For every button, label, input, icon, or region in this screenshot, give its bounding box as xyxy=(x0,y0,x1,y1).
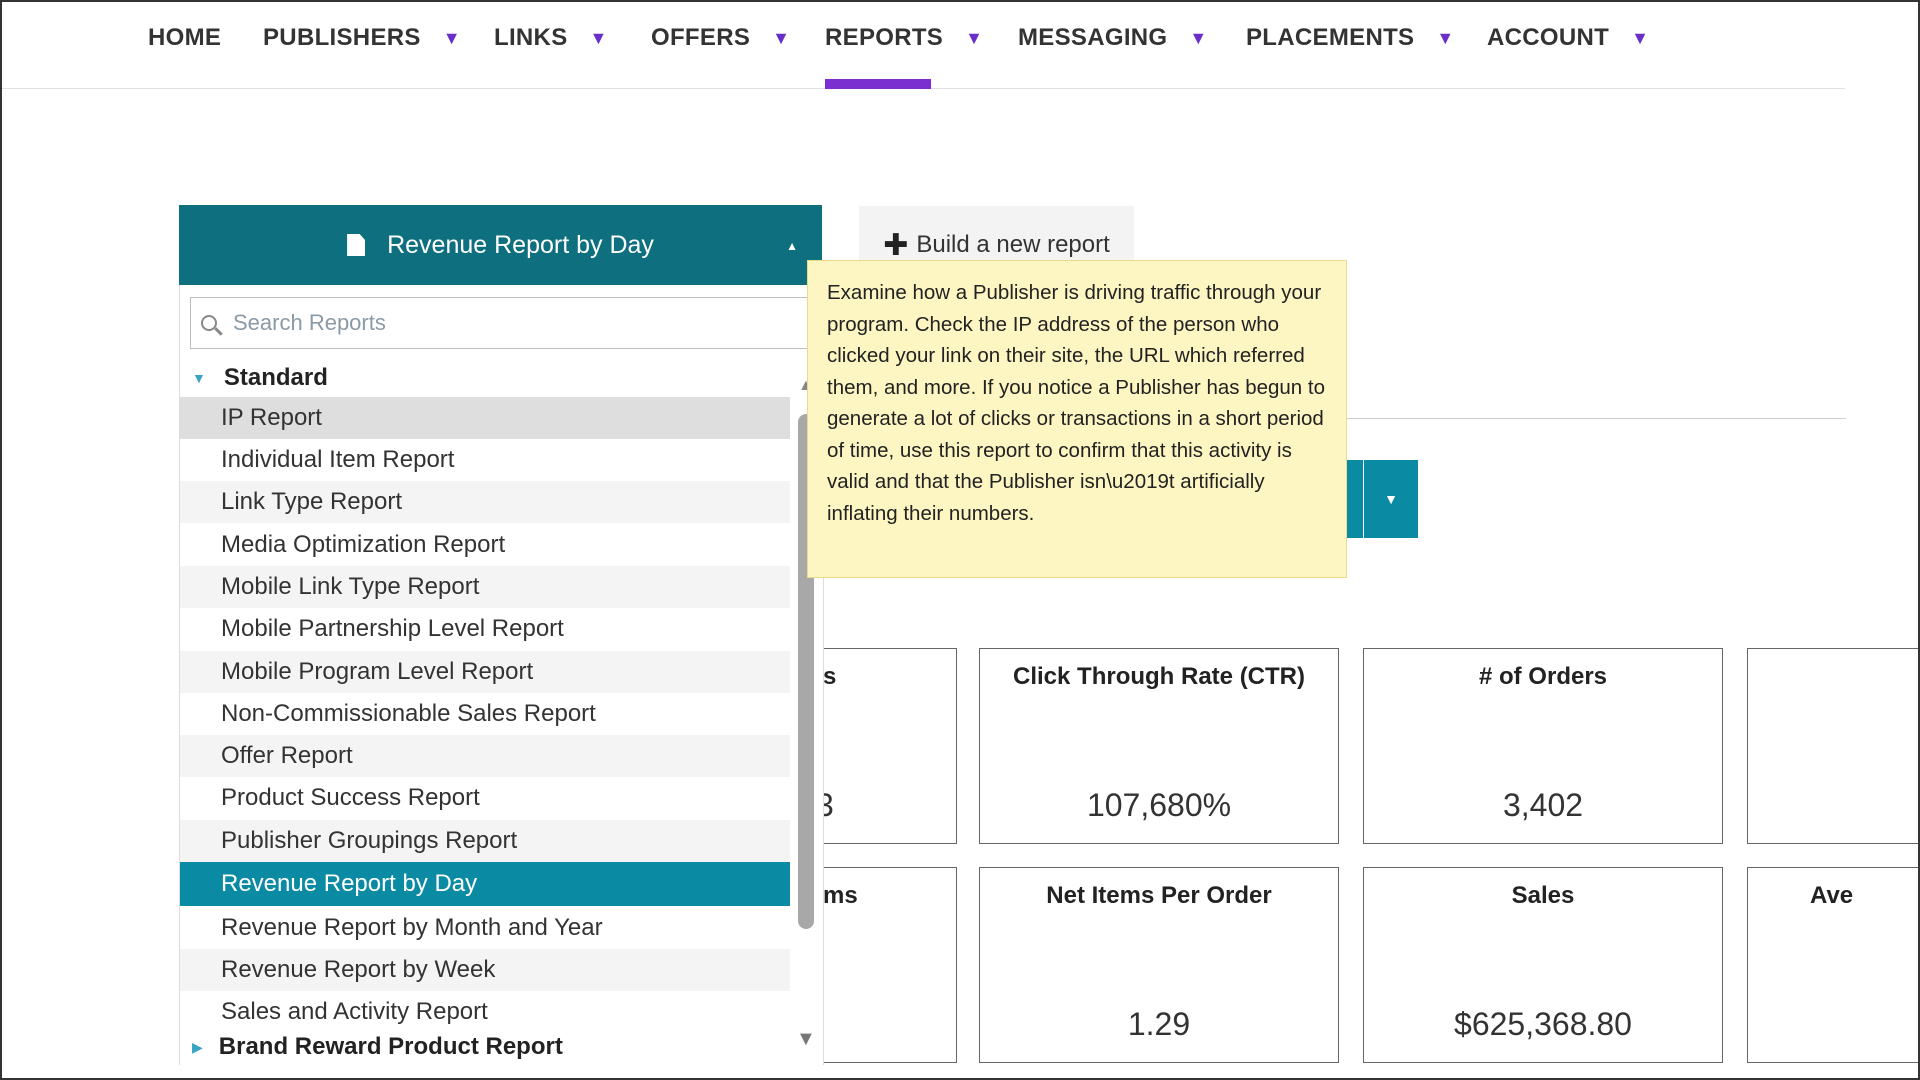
chevron-down-icon: ▼ xyxy=(1436,27,1455,48)
nav-publishers[interactable]: PUBLISHERS ▼ xyxy=(263,20,461,56)
report-description-tooltip: Examine how a Publisher is driving traff… xyxy=(807,260,1347,578)
chevron-down-icon: ▼ xyxy=(589,27,608,48)
chevron-down-icon: ▼ xyxy=(1631,27,1650,48)
chevron-down-icon: ▼ xyxy=(1189,27,1208,48)
metric-card xyxy=(1747,648,1918,844)
metric-title: ms xyxy=(823,882,858,909)
metric-value: 107,680% xyxy=(1086,787,1232,823)
document-icon xyxy=(347,234,366,256)
chevron-down-icon: ▼ xyxy=(442,27,461,48)
metric-value: 1.29 xyxy=(1127,1006,1191,1042)
tooltip-text: Examine how a Publisher is driving traff… xyxy=(827,281,1325,525)
nav-placements-label: PLACEMENTS xyxy=(1246,24,1415,51)
report-item[interactable]: Offer Report xyxy=(180,735,790,777)
nav-publishers-label: PUBLISHERS xyxy=(263,24,421,51)
report-item[interactable]: Revenue Report by Month and Year xyxy=(180,907,790,949)
nav-messaging-label: MESSAGING xyxy=(1018,24,1168,51)
nav-offers[interactable]: OFFERS ▼ xyxy=(651,20,790,56)
section-divider xyxy=(1346,418,1846,419)
report-item[interactable]: Mobile Link Type Report xyxy=(180,566,790,608)
run-options-button[interactable]: ▼ xyxy=(1364,460,1418,538)
metric-card-ctr: Click Through Rate (CTR) 107,680% xyxy=(979,648,1339,844)
report-item[interactable]: Product Success Report xyxy=(180,777,790,819)
metric-title: Sales xyxy=(1511,882,1575,909)
report-item-label: Mobile Program Level Report xyxy=(221,658,534,685)
nav-links[interactable]: LINKS ▼ xyxy=(494,20,608,56)
report-item-label: Individual Item Report xyxy=(221,446,455,473)
report-picker-menu: ▼ Standard IP Report Individual Item Rep… xyxy=(179,285,824,1065)
metric-card-orders: # of Orders 3,402 xyxy=(1363,648,1723,844)
report-item-ip[interactable]: IP Report xyxy=(180,397,790,439)
nav-links-label: LINKS xyxy=(494,24,568,51)
report-item-label: Revenue Report by Day xyxy=(221,870,478,897)
report-item[interactable]: Mobile Partnership Level Report xyxy=(180,608,790,650)
report-item-selected[interactable]: Revenue Report by Day xyxy=(180,862,790,906)
nav-account-label: ACCOUNT xyxy=(1487,24,1610,51)
metric-value: 3,402 xyxy=(1502,787,1584,823)
report-item-label: Publisher Groupings Report xyxy=(221,827,518,854)
group-label: Brand Reward Product Report xyxy=(218,1033,563,1060)
metric-value: $625,368.80 xyxy=(1454,1006,1632,1042)
report-item-label: Mobile Link Type Report xyxy=(221,573,480,600)
report-item-label: Link Type Report xyxy=(221,488,402,515)
chevron-down-icon: ▼ xyxy=(772,27,791,48)
report-item[interactable]: Sales and Activity Report xyxy=(180,991,790,1033)
plus-icon: ✚ xyxy=(883,228,909,262)
nav-reports[interactable]: REPORTS ▼ xyxy=(825,20,983,56)
selected-report-label: Revenue Report by Day xyxy=(387,230,654,259)
metric-value: 3 xyxy=(816,787,834,823)
nav-home[interactable]: HOME xyxy=(148,20,221,56)
search-reports-input[interactable] xyxy=(231,309,795,337)
metric-card-sales: Sales $625,368.80 xyxy=(1363,867,1723,1063)
nav-offers-label: OFFERS xyxy=(651,24,751,51)
caret-up-icon: ▲ xyxy=(786,239,798,253)
triangle-right-icon: ▶ xyxy=(192,1038,203,1055)
nav-home-label: HOME xyxy=(148,24,222,51)
metric-card: Ave xyxy=(1747,867,1918,1063)
chevron-down-icon: ▼ xyxy=(965,27,984,48)
report-item[interactable]: Publisher Groupings Report xyxy=(180,820,790,862)
triangle-down-icon: ▼ xyxy=(192,370,206,386)
report-item-label: Product Success Report xyxy=(221,784,480,811)
metric-title: s xyxy=(823,663,837,690)
metric-title: Ave xyxy=(1810,882,1854,909)
nav-account[interactable]: ACCOUNT ▼ xyxy=(1487,20,1649,56)
report-item-label: Revenue Report by Week xyxy=(221,956,496,983)
report-item-label: Mobile Partnership Level Report xyxy=(221,615,564,642)
report-item-label: Revenue Report by Month and Year xyxy=(221,914,603,941)
chevron-down-icon: ▼ xyxy=(1384,491,1398,507)
report-item[interactable]: Media Optimization Report xyxy=(180,524,790,566)
report-picker-toggle[interactable]: Revenue Report by Day ▲ xyxy=(179,205,822,285)
search-icon xyxy=(201,315,217,331)
report-item-label: Media Optimization Report xyxy=(221,531,506,558)
top-nav: HOME PUBLISHERS ▼ LINKS ▼ OFFERS ▼ REPOR… xyxy=(2,2,1845,89)
report-item[interactable]: Mobile Program Level Report xyxy=(180,651,790,693)
nav-placements[interactable]: PLACEMENTS ▼ xyxy=(1246,20,1454,56)
scroll-down-icon[interactable]: ▼ xyxy=(796,1028,816,1050)
search-reports-box xyxy=(190,297,823,349)
report-item[interactable]: Revenue Report by Week xyxy=(180,949,790,991)
report-item-label: Non-Commissionable Sales Report xyxy=(221,700,596,727)
nav-reports-label: REPORTS xyxy=(825,24,944,51)
report-item[interactable]: Link Type Report xyxy=(180,481,790,523)
report-item[interactable]: Individual Item Report xyxy=(180,439,790,481)
report-item-label: Offer Report xyxy=(221,742,353,769)
metric-card-items-per-order: Net Items Per Order 1.29 xyxy=(979,867,1339,1063)
group-brand-reward[interactable]: ▶ Brand Reward Product Report xyxy=(192,1030,563,1064)
report-item[interactable]: Non-Commissionable Sales Report xyxy=(180,693,790,735)
build-new-report-label: Build a new report xyxy=(916,231,1110,258)
nav-active-indicator xyxy=(825,79,931,89)
report-item-label: Sales and Activity Report xyxy=(221,998,488,1025)
group-label: Standard xyxy=(223,364,328,391)
group-standard[interactable]: ▼ Standard xyxy=(192,361,328,395)
metric-title: Net Items Per Order xyxy=(1046,882,1272,909)
metric-title: # of Orders xyxy=(1478,663,1608,690)
nav-messaging[interactable]: MESSAGING ▼ xyxy=(1018,20,1208,56)
report-item-label: IP Report xyxy=(221,404,322,431)
metric-title: Click Through Rate (CTR) xyxy=(1013,663,1305,690)
